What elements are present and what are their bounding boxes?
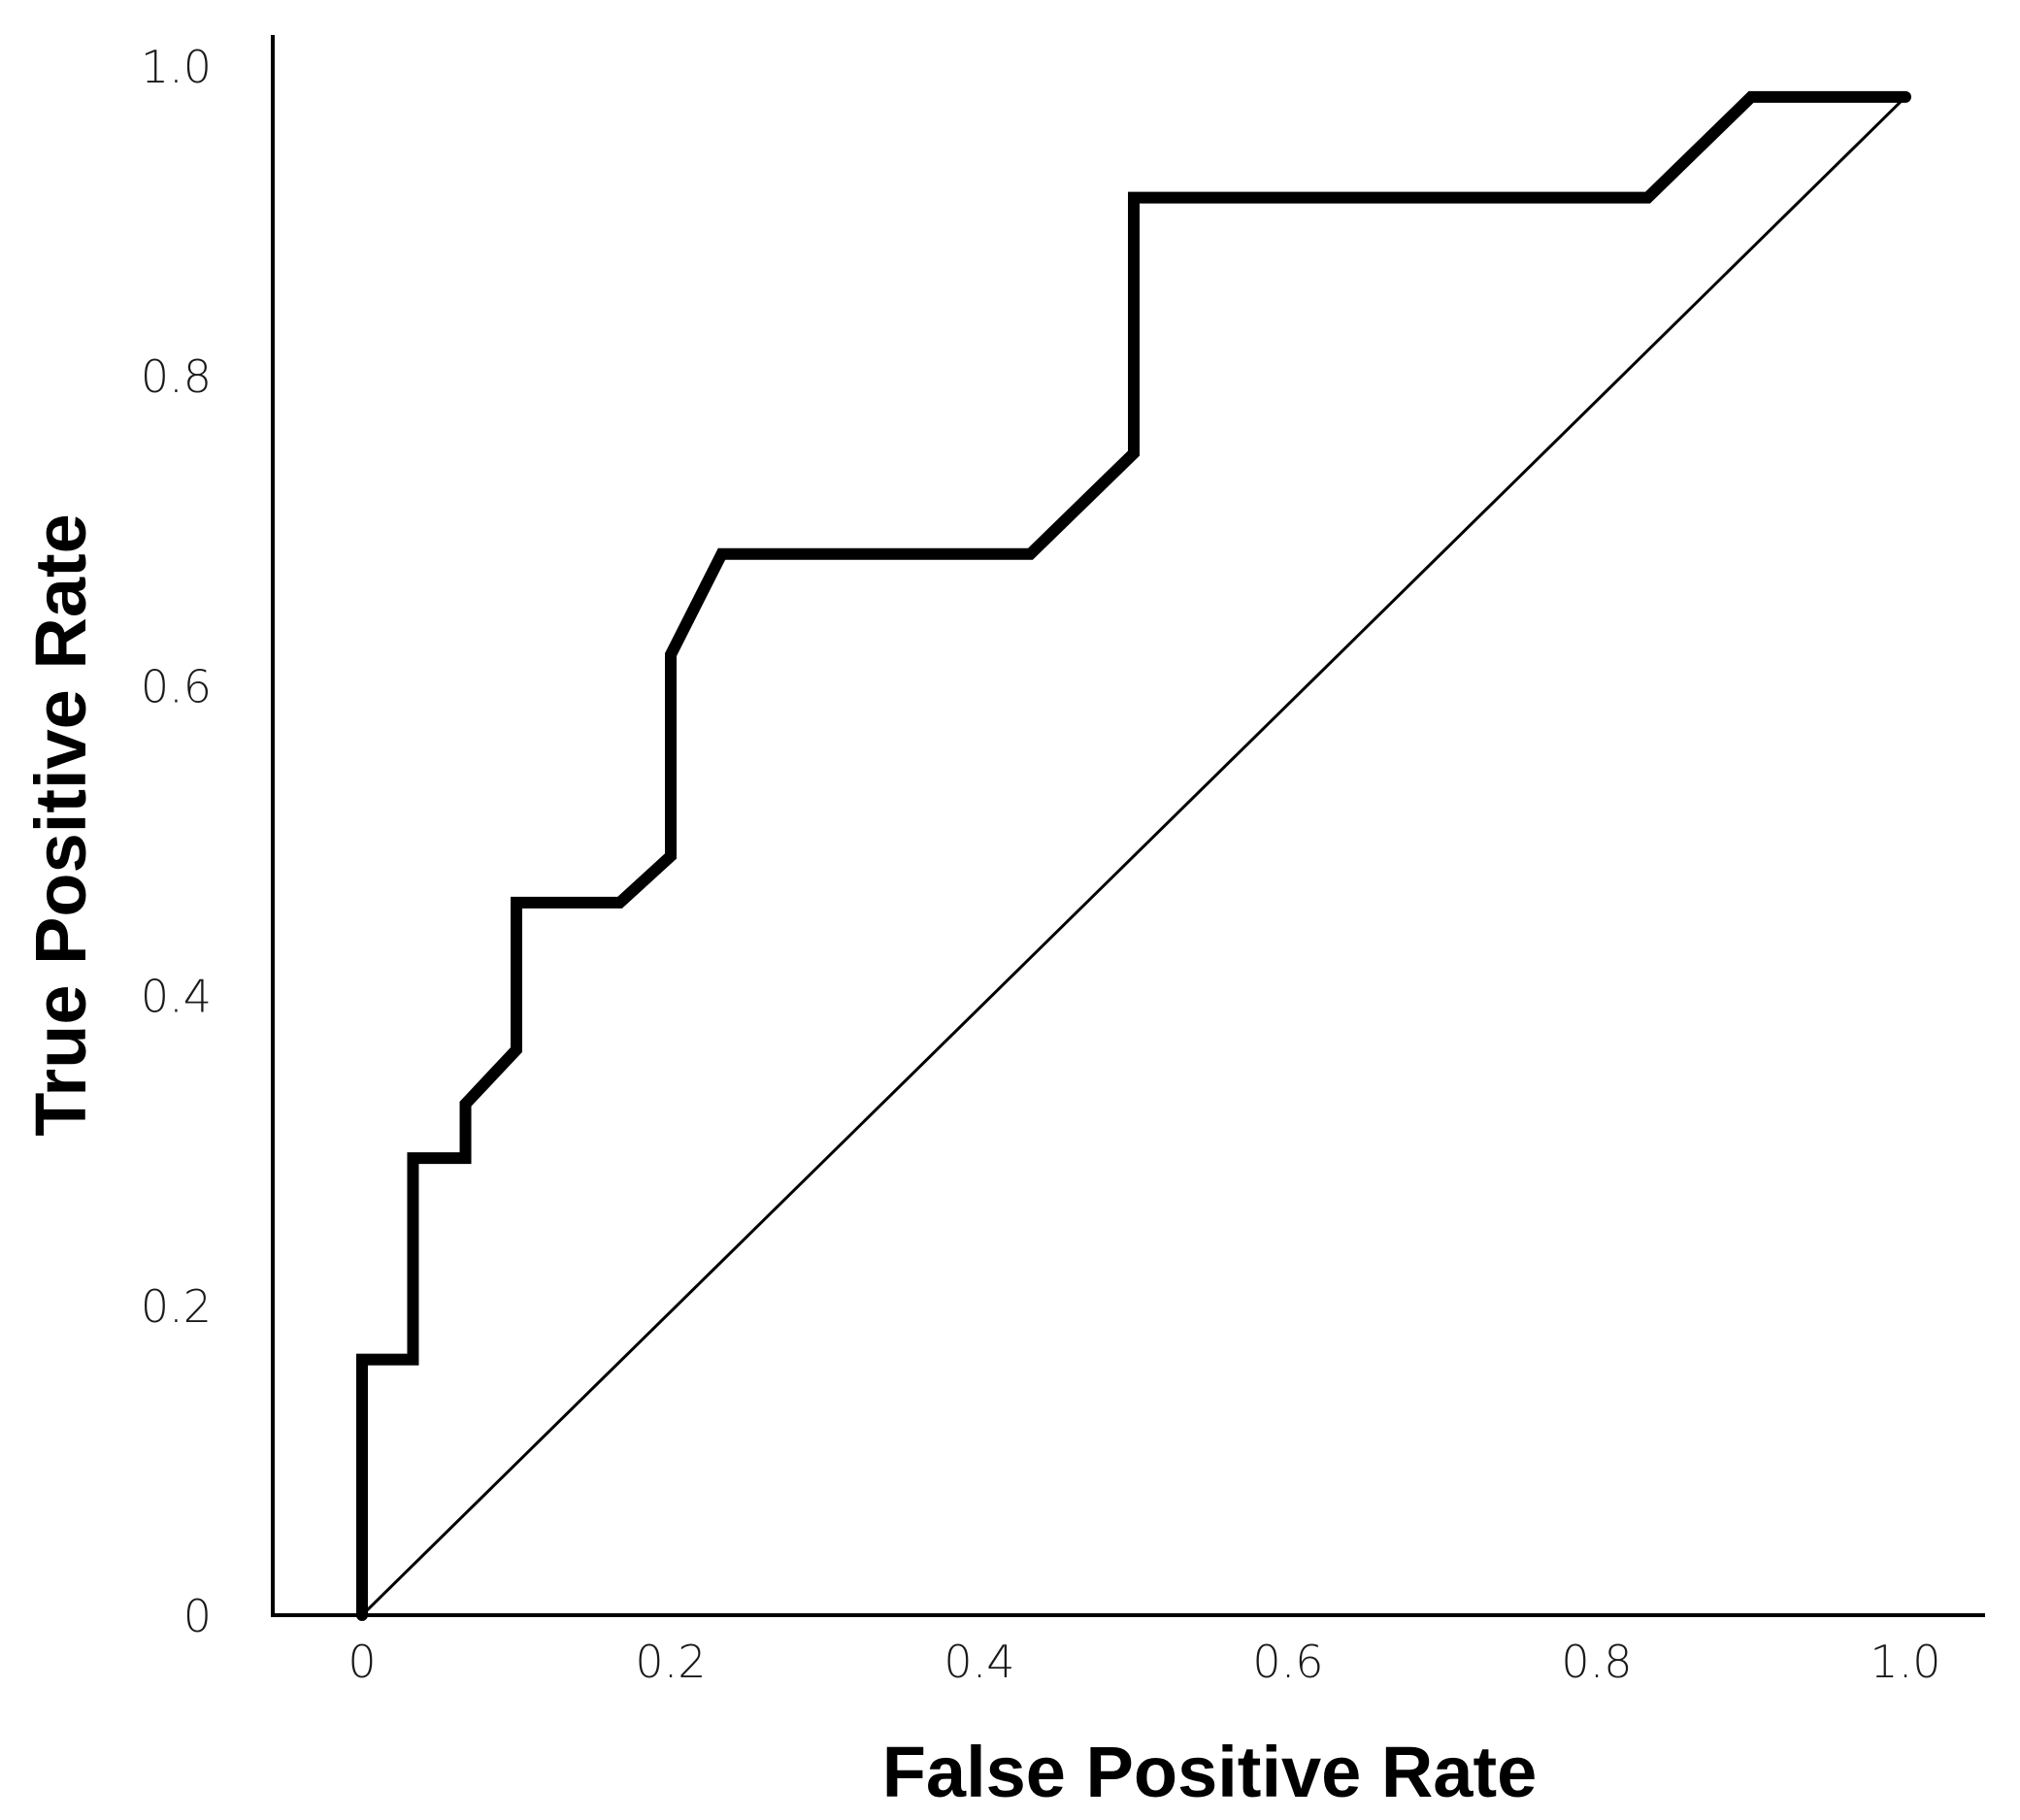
x-tick-label: 0 xyxy=(348,1636,376,1688)
x-tick-label: 0.2 xyxy=(635,1636,706,1688)
reference-diagonal-line xyxy=(360,95,1907,1617)
x-tick-label: 1.0 xyxy=(1870,1636,1940,1688)
y-tick-label: 0.8 xyxy=(141,350,212,403)
y-tick-labels: 0 0.2 0.4 0.6 0.8 1.0 xyxy=(141,41,212,1642)
y-tick-label: 1.0 xyxy=(141,41,212,93)
x-tick-labels: 0 0.2 0.4 0.6 0.8 1.0 xyxy=(348,1636,1940,1688)
x-tick-label: 0.4 xyxy=(944,1636,1014,1688)
y-axis-title: True Positive Rate xyxy=(20,513,101,1137)
y-tick-label: 0.6 xyxy=(141,660,212,712)
x-tick-label: 0.6 xyxy=(1252,1636,1323,1688)
x-tick-label: 0.8 xyxy=(1561,1636,1632,1688)
y-tick-label: 0 xyxy=(183,1590,212,1642)
y-tick-label: 0.4 xyxy=(141,971,212,1023)
series-layer xyxy=(356,90,1911,1621)
y-tick-label: 0.2 xyxy=(141,1280,212,1333)
x-axis-title: False Positive Rate xyxy=(882,1732,1538,1812)
axes xyxy=(271,35,1985,1617)
roc-curve-line xyxy=(356,90,1911,1621)
